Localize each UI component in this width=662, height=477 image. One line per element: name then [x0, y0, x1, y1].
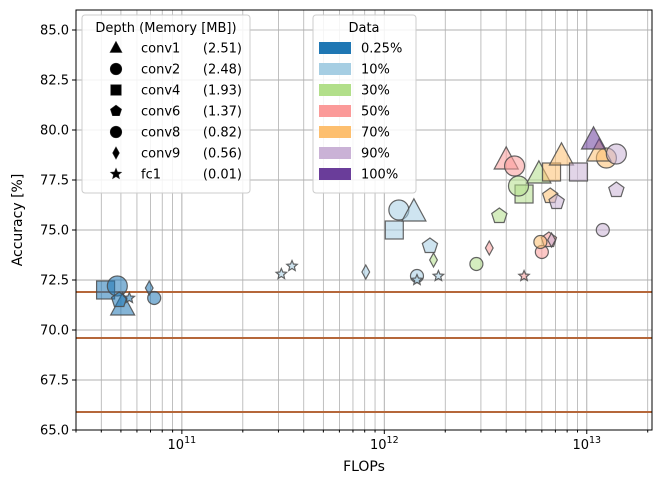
data-point-triangle [400, 197, 427, 222]
data-legend-label: 30% [361, 84, 390, 99]
y-axis-label: Accuracy [%] [10, 174, 26, 267]
data-point-pentagon [548, 193, 565, 210]
data-legend-swatch [319, 84, 351, 96]
data-point-circle [605, 143, 627, 165]
data-point-triangle [580, 125, 607, 150]
data-point-diamond [547, 231, 557, 249]
depth-legend: Depth (Memory [MB]) conv1 (2.51) conv2 (2.4… [81, 14, 251, 194]
depth-legend-memory: (1.93) [203, 84, 242, 99]
data-point-square [568, 162, 589, 182]
depth-legend-memory: (1.37) [203, 105, 242, 120]
data-legend-label: 0.25% [361, 42, 402, 57]
data-legend-title: Data [348, 21, 379, 36]
data-point-circle [595, 222, 610, 238]
data-point-diamond [428, 251, 439, 269]
depth-legend-name: conv9 [141, 147, 180, 162]
depth-legend-name: fc1 [141, 168, 161, 183]
data-points [95, 125, 627, 316]
data-legend-swatch [319, 42, 351, 54]
data-point-pentagon [421, 237, 439, 254]
data-legend-swatch [319, 126, 351, 138]
y-tick-label: 80.0 [40, 124, 69, 139]
y-tick-label: 72.5 [40, 274, 69, 289]
data-point-diamond [361, 263, 371, 281]
data-legend: Data 0.25% 10% 30% 50% 70% 90% 100% [312, 14, 417, 194]
axis-ticks: 65.0 67.5 70.0 72.5 75.0 77.5 80.0 82.5 85.0 1011… [40, 24, 649, 453]
y-tick-label: 65.0 [40, 424, 69, 439]
y-tick-label: 77.5 [40, 174, 69, 189]
data-point-square [541, 162, 562, 182]
data-point-diamond [144, 279, 154, 297]
depth-legend-name: conv8 [141, 126, 180, 141]
y-tick-label: 67.5 [40, 374, 69, 389]
depth-legend-title: Depth (Memory [MB]) [95, 21, 236, 36]
y-tick-label: 85.0 [40, 24, 69, 39]
x-tick-label: 1013 [572, 435, 601, 453]
plot-frame [75, 9, 653, 431]
x-tick-label: 1012 [370, 435, 399, 453]
depth-legend-marker-star [109, 167, 123, 180]
data-point-circle [147, 290, 162, 306]
data-point-star [431, 268, 446, 282]
data-point-triangle [586, 137, 613, 162]
data-point-star [274, 266, 289, 280]
depth-legend-memory: (0.56) [203, 147, 242, 162]
depth-legend-name: conv6 [141, 105, 180, 120]
depth-legend-name: conv2 [141, 63, 180, 78]
depth-legend-marker-circle [109, 62, 123, 76]
data-point-circle [469, 256, 484, 272]
depth-legend-name: conv4 [141, 84, 180, 99]
x-tick-label: 1011 [168, 435, 197, 453]
data-legend-label: 10% [361, 63, 390, 78]
data-legend-swatch [319, 105, 351, 117]
depth-legend-name: conv1 [141, 42, 180, 57]
data-point-star [410, 272, 424, 286]
depth-legend-marker-diamond [112, 146, 120, 160]
data-point-circle [533, 234, 548, 250]
data-point-pentagon [608, 181, 625, 198]
y-tick-label: 70.0 [40, 324, 69, 339]
data-legend-label: 100% [361, 168, 398, 183]
depth-legend-marker-pentagon [110, 104, 122, 117]
data-point-diamond [484, 239, 494, 257]
x-axis-label: FLOPs [343, 459, 385, 475]
data-legend-swatch [319, 168, 351, 180]
data-legend-label: 50% [361, 105, 390, 120]
depth-legend-marker-square [110, 84, 122, 96]
data-point-star [285, 258, 299, 272]
data-point-star [517, 268, 531, 282]
depth-legend-marker-circle [109, 125, 123, 139]
depth-legend-marker-triangle [109, 40, 123, 53]
reference-lines [76, 291, 652, 413]
data-point-circle [507, 175, 530, 197]
depth-legend-memory: (2.51) [203, 42, 242, 57]
y-tick-label: 82.5 [40, 74, 69, 89]
data-point-pentagon [491, 207, 508, 224]
data-legend-swatch [319, 147, 351, 159]
depth-legend-memory: (0.01) [203, 168, 242, 183]
depth-legend-memory: (2.48) [203, 63, 242, 78]
data-point-square [384, 220, 404, 240]
data-legend-swatch [319, 63, 351, 75]
data-legend-label: 70% [361, 126, 390, 141]
data-point-star [122, 290, 137, 304]
y-tick-label: 75.0 [40, 224, 69, 239]
depth-legend-memory: (0.82) [203, 126, 242, 141]
data-point-circle [503, 155, 526, 177]
depth-legend-box [81, 14, 251, 194]
data-legend-label: 90% [361, 147, 390, 162]
data-point-triangle [548, 141, 575, 166]
